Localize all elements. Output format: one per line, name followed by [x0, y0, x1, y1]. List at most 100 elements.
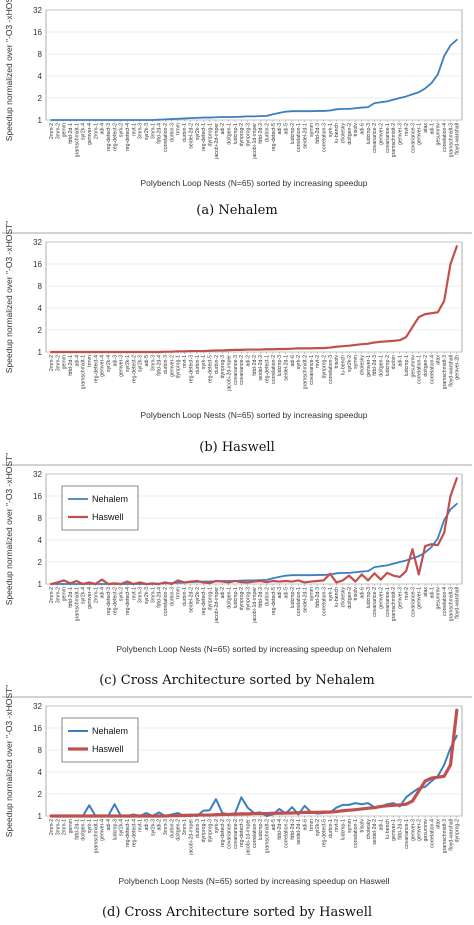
chart-panel-2: 1 2 4 8 16 32 Speedup normalized over "-O3 -xH… [2, 221, 472, 466]
x-tick-label: 3mm-3 [163, 819, 169, 835]
x-tick-label: reg-detect-2 [112, 123, 118, 151]
x-tick-label: reg-detect-4 [125, 587, 131, 615]
x-tick-label: dynprog-1 [207, 123, 213, 146]
y-tick-label: 32 [33, 702, 42, 711]
x-tick-label: doitgen-2 [347, 123, 353, 145]
x-tick-label: reg-detect-3 [188, 355, 194, 383]
series-line-haswell [50, 477, 458, 586]
legend: Nehalem Haswell [61, 485, 139, 531]
x-tick-label: durbin-2 [169, 819, 175, 838]
x-tick-label: syr2k-3 [144, 587, 150, 604]
x-tick-label: syr2k-2 [315, 819, 321, 836]
x-tick-label: gramschmidt-2 [391, 123, 397, 157]
x-tick-label: gemver-2 [379, 587, 385, 609]
x-tick-label: gemver-1 [391, 819, 397, 841]
x-tick-label: seidel-2d-2 [258, 355, 264, 381]
x-tick-label: ludcmp-1 [233, 123, 239, 144]
x-tick-label: atax [436, 819, 442, 829]
x-tick-label: ludcmp-1 [404, 355, 410, 376]
x-tick-label: dynprog-2 [239, 123, 245, 146]
x-tick-label: correlation-2 [271, 355, 277, 384]
x-tick-label: fdtd-2d-4 [157, 587, 163, 608]
x-tick-label: gemm [62, 123, 68, 137]
x-tick-label: 3mm-1 [150, 123, 156, 139]
legend-label-nehalem: Nehalem [92, 726, 128, 736]
x-tick-label: adi-4 [106, 819, 112, 831]
x-tick-label: cholesky [360, 355, 366, 376]
x-tick-label: gemm [68, 819, 74, 833]
x-tick-label: reg-detect-4 [93, 355, 99, 383]
x-tick-label: syrk-1 [87, 819, 93, 833]
x-tick-label: doitgen-1 [379, 355, 385, 377]
x-tick-label: covariance-1 [309, 355, 315, 385]
y-tick-label: 4 [38, 72, 43, 81]
x-tick-label: atax [436, 355, 442, 365]
x-tick-label: durbin-3 [163, 355, 169, 374]
x-tick-label: gemver-2b [455, 355, 461, 380]
x-tick-label: fdtd-2d-2 [258, 123, 264, 144]
x-tick-label: trisolv [334, 355, 340, 369]
y-tick-label: 1 [38, 580, 43, 589]
x-tick-label: mvt-2 [404, 123, 410, 136]
x-axis-label: Polybench Loop Nests (N=65) sorted by in… [119, 876, 390, 886]
x-tick-label: trisolv [360, 819, 366, 833]
x-tick-label: trmm [87, 355, 93, 367]
x-tick-label: floyd-warshall [455, 587, 461, 619]
x-tick-label: adi-3 [144, 819, 150, 831]
x-tick-label: 2mm-1 [93, 587, 99, 603]
x-tick-label: adi-2 [220, 587, 226, 599]
x-tick-label: seidel-2d-1 [303, 587, 309, 613]
x-tick-label: fdtd-2d-3 [315, 587, 321, 608]
x-tick-label: fdtd-2d-1 [68, 123, 74, 144]
x-tick-label: durbin-3 [169, 123, 175, 142]
x-tick-label: mvt-2 [315, 355, 321, 368]
x-tick-label: fdtd-2d-2 [252, 355, 258, 376]
x-tick-label: 3mm-3 [138, 123, 144, 139]
x-tick-label: 2mm-2 [49, 587, 55, 603]
x-tick-label: reg-detect-1 [201, 587, 207, 615]
x-tick-label: jacobi-2d-imper [214, 587, 220, 624]
x-tick-label: ludcmp-2 [290, 123, 296, 144]
x-tick-label: reg-detect-4 [125, 123, 131, 151]
x-tick-label: 2mm-1 [62, 819, 68, 835]
x-tick-label: gesummv [410, 355, 416, 378]
legend-box [61, 717, 139, 763]
legend-label-haswell: Haswell [92, 512, 124, 522]
x-tick-label: syrk-2 [214, 819, 220, 833]
x-tick-label: atax [423, 587, 429, 597]
x-tick-label: durbin-1 [182, 587, 188, 606]
x-tick-label: reg-detect-2 [220, 819, 226, 847]
x-tick-label: doitgen-1 [81, 819, 87, 841]
x-tick-label: covariance-1 [385, 587, 391, 617]
y-tick-label: 8 [38, 282, 43, 291]
x-tick-label: mvt-1 [138, 819, 144, 832]
x-tick-label: gramschmidt-1 [74, 587, 80, 621]
x-tick-label: adi-2 [245, 355, 251, 367]
y-tick-label: 1 [38, 348, 43, 357]
x-tick-label: gemver-4 [100, 355, 106, 377]
series-line-haswell [49, 708, 459, 818]
y-tick-label: 4 [38, 304, 43, 313]
x-tick-label: gemver-3 [119, 355, 125, 377]
x-tick-label: seidel-2d-2 [188, 587, 194, 613]
x-tick-label: 2mm-2 [49, 819, 55, 835]
panel-caption: (a) Nehalem [196, 203, 277, 218]
x-tick-label: syrk-1 [328, 123, 334, 137]
y-axis-label: Speedup normalized over "-O3 -xHOST" [4, 221, 14, 374]
x-tick-label: adi-5 [283, 587, 289, 599]
x-tick-label: correlation-3 [322, 123, 328, 152]
x-tick-label: cholesky [341, 587, 347, 608]
x-tick-label: mvt-1 [131, 587, 137, 600]
x-tick-label: 2mm-2 [49, 123, 55, 139]
x-tick-label: gramschmidt-3 [442, 355, 448, 389]
x-tick-label: gemver-2 [169, 355, 175, 377]
x-tick-label: dynprog-1 [201, 819, 207, 842]
x-tick-label: covariance-2 [239, 355, 245, 385]
x-tick-label: durbin-1 [328, 819, 334, 838]
x-tick-label: reg-detect-5 [271, 123, 277, 151]
y-tick-label: 2 [38, 326, 43, 335]
x-tick-label: reg-detect-1 [264, 355, 270, 383]
x-tick-label: lu-bench [385, 819, 391, 839]
x-tick-label: lu-bench [334, 123, 340, 143]
y-tick-label: 8 [38, 514, 43, 523]
